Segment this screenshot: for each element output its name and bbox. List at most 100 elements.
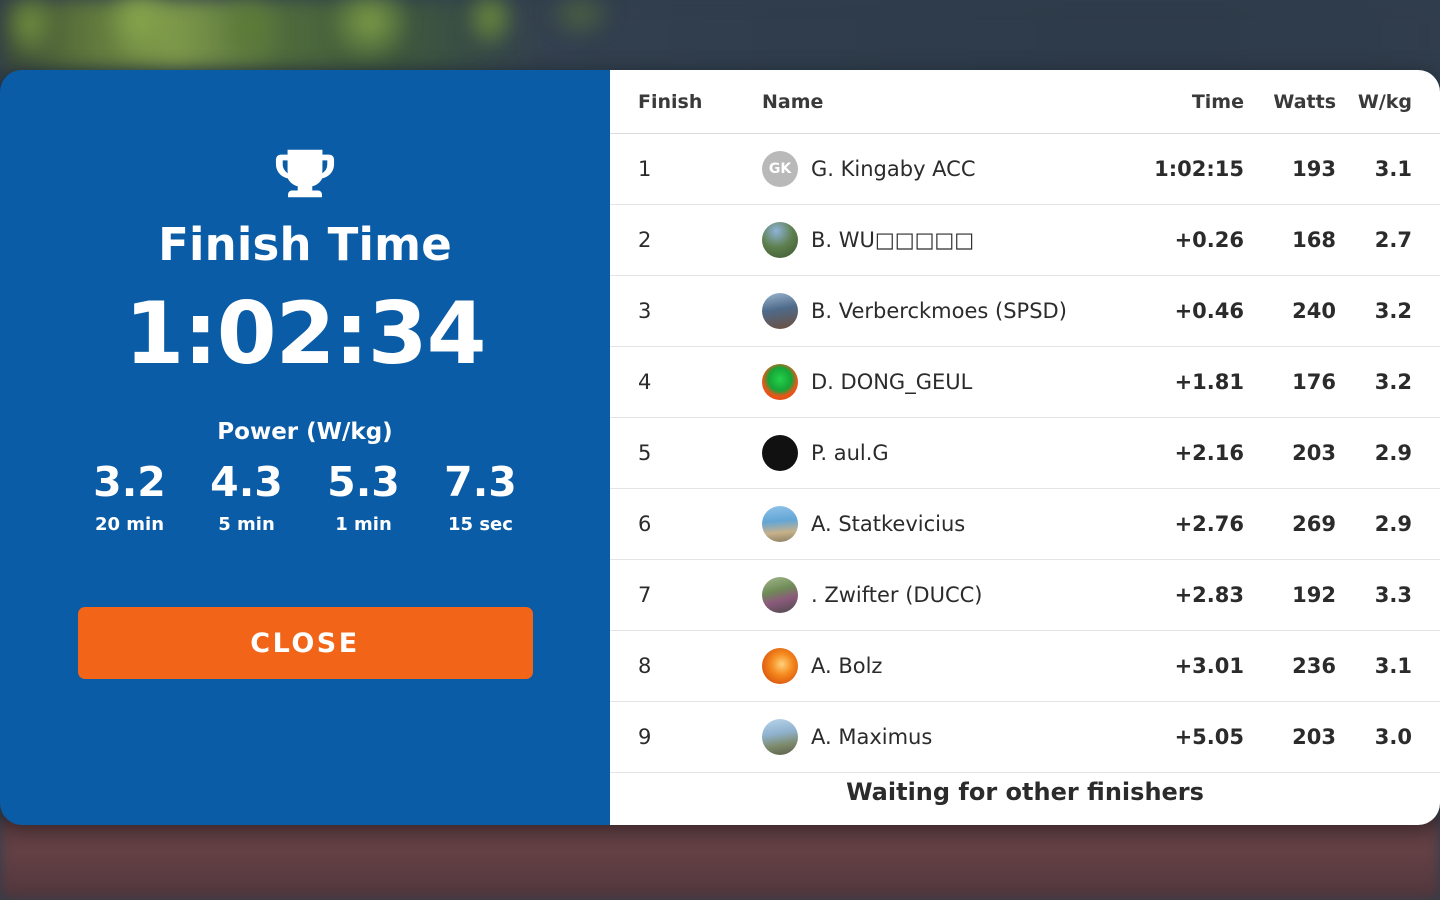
avatar — [762, 293, 798, 329]
power-metric: 7.3 15 sec — [422, 458, 539, 536]
row-watts: 240 — [1292, 299, 1336, 323]
row-watts: 192 — [1292, 583, 1336, 607]
row-rider-name: A. Bolz — [811, 654, 883, 678]
row-time: +2.76 — [1174, 512, 1244, 536]
row-name-cell: B. Verberckmoes (SPSD) — [762, 293, 1112, 329]
row-finish-position: 2 — [638, 228, 652, 252]
table-row[interactable]: 3 B. Verberckmoes (SPSD) +0.46 240 3.2 — [610, 276, 1440, 347]
close-button[interactable]: CLOSE — [77, 607, 533, 680]
results-rows: 1 GK G. Kingaby ACC 1:02:15 193 3.1 2 B. WU□□□□… — [610, 134, 1440, 773]
avatar — [762, 222, 798, 258]
background-ground — [0, 815, 1440, 900]
row-wkg: 3.1 — [1374, 157, 1412, 181]
row-wkg: 3.2 — [1374, 299, 1412, 323]
avatar — [762, 648, 798, 684]
column-header-name: Name — [762, 90, 824, 113]
row-name-cell: . Zwifter (DUCC) — [762, 577, 1112, 613]
row-name-cell: A. Maximus — [762, 719, 1112, 755]
row-rider-name: G. Kingaby ACC — [811, 157, 976, 181]
row-rider-name: B. WU□□□□□ — [811, 228, 975, 252]
table-row[interactable]: 5 P. aul.G +2.16 203 2.9 — [610, 418, 1440, 489]
avatar — [762, 719, 798, 755]
row-time: +2.16 — [1174, 441, 1244, 465]
power-section-label: Power (W/kg) — [217, 419, 393, 445]
row-wkg: 3.1 — [1374, 654, 1412, 678]
avatar — [762, 506, 798, 542]
row-finish-position: 5 — [638, 441, 652, 465]
table-row[interactable]: 8 A. Bolz +3.01 236 3.1 — [610, 631, 1440, 702]
row-finish-position: 4 — [638, 370, 652, 394]
row-wkg: 3.2 — [1374, 370, 1412, 394]
row-time: 1:02:15 — [1154, 157, 1244, 181]
row-finish-position: 3 — [638, 299, 652, 323]
avatar — [762, 577, 798, 613]
table-row[interactable]: 4 D. DONG_GEUL +1.81 176 3.2 — [610, 347, 1440, 418]
row-finish-position: 9 — [638, 725, 652, 749]
row-finish-position: 8 — [638, 654, 652, 678]
row-wkg: 2.9 — [1374, 441, 1412, 465]
row-time: +2.83 — [1174, 583, 1244, 607]
column-header-wkg: W/kg — [1357, 90, 1412, 113]
finish-dialog: Finish Time 1:02:34 Power (W/kg) 3.2 20 … — [0, 70, 1440, 825]
avatar — [762, 435, 798, 471]
avatar: GK — [762, 151, 798, 187]
column-header-watts: Watts — [1273, 90, 1336, 113]
row-name-cell: P. aul.G — [762, 435, 1112, 471]
row-name-cell: A. Statkevicius — [762, 506, 1112, 542]
row-watts: 203 — [1292, 725, 1336, 749]
row-wkg: 2.7 — [1374, 228, 1412, 252]
row-time: +0.26 — [1174, 228, 1244, 252]
row-time: +3.01 — [1174, 654, 1244, 678]
row-time: +1.81 — [1174, 370, 1244, 394]
row-wkg: 3.3 — [1374, 583, 1412, 607]
power-duration: 5 min — [218, 514, 275, 536]
finish-title: Finish Time — [158, 218, 452, 271]
row-rider-name: D. DONG_GEUL — [811, 370, 973, 394]
row-finish-position: 1 — [638, 157, 652, 181]
power-value: 3.2 — [93, 458, 166, 506]
results-footer-status: Waiting for other finishers — [846, 778, 1204, 806]
row-rider-name: . Zwifter (DUCC) — [811, 583, 983, 607]
power-value: 5.3 — [327, 458, 400, 506]
row-wkg: 2.9 — [1374, 512, 1412, 536]
row-time: +5.05 — [1174, 725, 1244, 749]
power-duration: 15 sec — [448, 514, 513, 536]
background-grass — [0, 0, 650, 74]
row-watts: 269 — [1292, 512, 1336, 536]
row-name-cell: B. WU□□□□□ — [762, 222, 1112, 258]
row-name-cell: GK G. Kingaby ACC — [762, 151, 1112, 187]
table-row[interactable]: 6 A. Statkevicius +2.76 269 2.9 — [610, 489, 1440, 560]
power-metric: 4.3 5 min — [188, 458, 305, 536]
table-row[interactable]: 2 B. WU□□□□□ +0.26 168 2.7 — [610, 205, 1440, 276]
row-finish-position: 6 — [638, 512, 652, 536]
table-row[interactable]: 9 A. Maximus +5.05 203 3.0 — [610, 702, 1440, 773]
row-time: +0.46 — [1174, 299, 1244, 323]
row-watts: 236 — [1292, 654, 1336, 678]
column-header-finish: Finish — [638, 90, 703, 113]
row-wkg: 3.0 — [1374, 725, 1412, 749]
row-watts: 176 — [1292, 370, 1336, 394]
row-rider-name: B. Verberckmoes (SPSD) — [811, 299, 1067, 323]
power-duration: 1 min — [335, 514, 392, 536]
power-value: 4.3 — [210, 458, 283, 506]
row-name-cell: A. Bolz — [762, 648, 1112, 684]
row-rider-name: A. Maximus — [811, 725, 933, 749]
power-value: 7.3 — [444, 458, 517, 506]
row-rider-name: P. aul.G — [811, 441, 889, 465]
table-row[interactable]: 7 . Zwifter (DUCC) +2.83 192 3.3 — [610, 560, 1440, 631]
column-header-time: Time — [1191, 90, 1244, 113]
row-watts: 203 — [1292, 441, 1336, 465]
finish-time-value: 1:02:34 — [124, 284, 487, 384]
power-duration: 20 min — [94, 514, 165, 536]
row-watts: 193 — [1292, 157, 1336, 181]
power-metrics: 3.2 20 min 4.3 5 min 5.3 1 min 7.3 15 se… — [71, 458, 539, 536]
finish-summary-panel: Finish Time 1:02:34 Power (W/kg) 3.2 20 … — [0, 70, 610, 825]
row-name-cell: D. DONG_GEUL — [762, 364, 1112, 400]
results-panel: Finish Name Time Watts W/kg 1 GK G. Kingab… — [610, 70, 1440, 825]
results-header-row: Finish Name Time Watts W/kg — [610, 70, 1440, 134]
row-rider-name: A. Statkevicius — [811, 512, 966, 536]
row-watts: 168 — [1292, 228, 1336, 252]
table-row[interactable]: 1 GK G. Kingaby ACC 1:02:15 193 3.1 — [610, 134, 1440, 205]
power-metric: 5.3 1 min — [305, 458, 422, 536]
